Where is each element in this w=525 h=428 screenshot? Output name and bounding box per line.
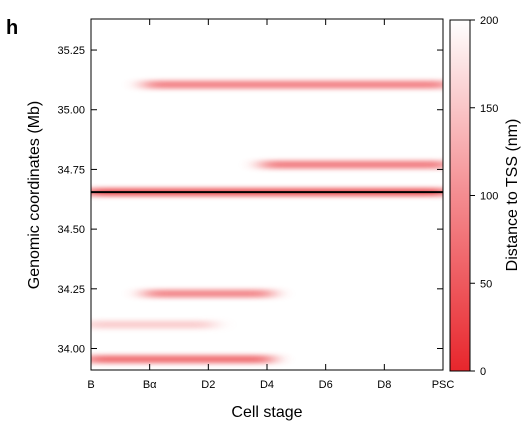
y-axis-ticks: 34.00 34.25 34.50 34.75 35.00 35.25 <box>57 45 443 356</box>
colorbar-tick-label: 0 <box>480 366 486 378</box>
heatmap-band-2 <box>143 80 443 89</box>
y-tick-label: 34.75 <box>57 164 85 176</box>
x-tick-label: D6 <box>319 379 333 391</box>
colorbar-tick-label: 200 <box>480 15 498 27</box>
colorbar-label: Distance to TSS (nm) <box>504 119 521 272</box>
y-tick-label: 35.00 <box>57 105 85 117</box>
x-tick-label: D4 <box>260 379 274 391</box>
heatmap-band-4 <box>91 355 273 364</box>
y-tick-label: 34.25 <box>57 284 85 296</box>
y-axis-label: Genomic coordinates (Mb) <box>26 101 43 290</box>
heatmap-band-3 <box>143 289 273 298</box>
x-tick-label: D2 <box>201 379 215 391</box>
colorbar-tick-label: 50 <box>480 278 492 290</box>
x-axis-ticks: B Bα D2 D4 D6 D8 PSC <box>87 19 454 391</box>
heatmap-band-5 <box>91 320 215 329</box>
x-tick-label: D8 <box>377 379 391 391</box>
y-tick-label: 34.00 <box>57 344 85 356</box>
x-tick-label: Bα <box>143 379 157 391</box>
colorbar-tick-label: 150 <box>480 103 498 115</box>
y-tick-label: 35.25 <box>57 45 85 57</box>
colorbar-tick-label: 100 <box>480 191 498 203</box>
panel-label: h <box>6 17 18 39</box>
colorbar <box>449 19 471 372</box>
heatmap-band-1 <box>261 160 443 169</box>
x-tick-label: B <box>87 379 94 391</box>
x-axis-label: Cell stage <box>231 404 302 421</box>
colorbar-ticks: 0 50 100 150 200 <box>470 15 498 378</box>
x-tick-label: PSC <box>432 379 455 391</box>
y-tick-label: 34.50 <box>57 224 85 236</box>
